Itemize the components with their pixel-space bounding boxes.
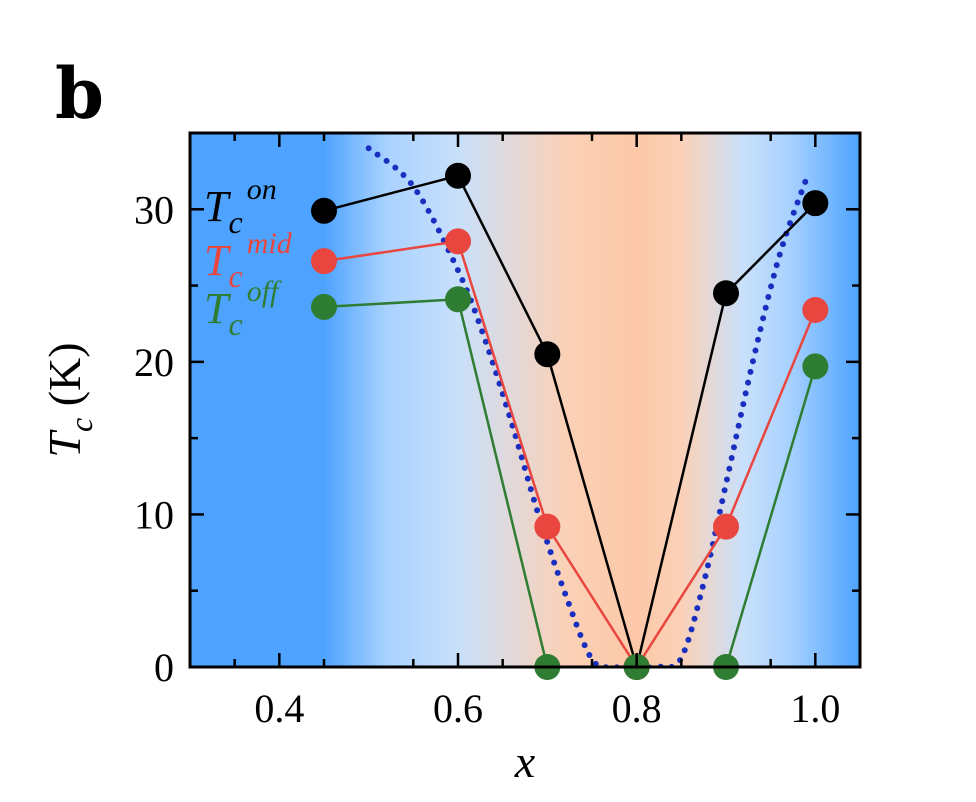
legend-symbol: T [204,182,232,231]
data-point-on [311,197,337,224]
legend-symbol: T [204,236,232,285]
plot-area: 0.4 0.6 0.8 1.0 0 10 20 30 [134,131,862,731]
legend-superscript: mid [247,227,293,260]
data-point-off [311,293,337,320]
legend-symbol: T [204,284,232,333]
data-point-mid [534,513,561,540]
y-axis-symbol: T [39,429,90,458]
ticks-layer: 0.4 0.6 0.8 1.0 0 10 20 30 [134,133,862,731]
y-tick-label: 10 [134,492,174,537]
plot-background [190,133,860,667]
series-line-on [323,174,817,672]
series-line-mid [323,239,817,670]
x-tick-label: 0.6 [433,686,483,731]
guide-curve-layer [365,145,810,667]
panel-label: b [55,52,104,135]
y-tick-label: 30 [134,187,174,232]
legend-subscript: c [228,306,242,342]
y-axis-subscript: c [63,418,99,432]
guide-curve-dotted [365,145,810,667]
y-tick-label: 20 [134,340,174,385]
legend-label-off: Tcoff [204,275,282,342]
data-point-off [802,353,829,380]
data-point-on [713,280,739,307]
data-point-mid [445,228,471,255]
plot-frame [188,131,862,669]
data-point-on [534,341,561,368]
data-point-off [445,286,471,313]
y-axis-label: Tc (K) [39,342,99,457]
legend-superscript: on [247,173,277,206]
data-point-mid [311,248,337,275]
data-point-mid [713,513,739,540]
y-axis-unit-text: (K) [39,342,90,406]
series-on [311,162,829,680]
legend-superscript: off [247,275,282,308]
legend-label-mid: Tcmid [204,227,293,294]
y-axis-unit [39,406,90,418]
legend-subscript: c [228,258,242,294]
x-tick-label: 0.4 [254,686,304,731]
legend-subscript: c [228,204,242,240]
data-point-on [802,190,829,217]
x-tick-label: 1.0 [790,686,840,731]
data-point-on [445,162,471,189]
x-tick-label: 0.8 [612,686,662,731]
data-point-mid [802,296,829,323]
legend-label-on: Tcon [204,173,277,240]
x-axis-label: x [514,736,536,787]
y-tick-label: 0 [154,645,174,690]
